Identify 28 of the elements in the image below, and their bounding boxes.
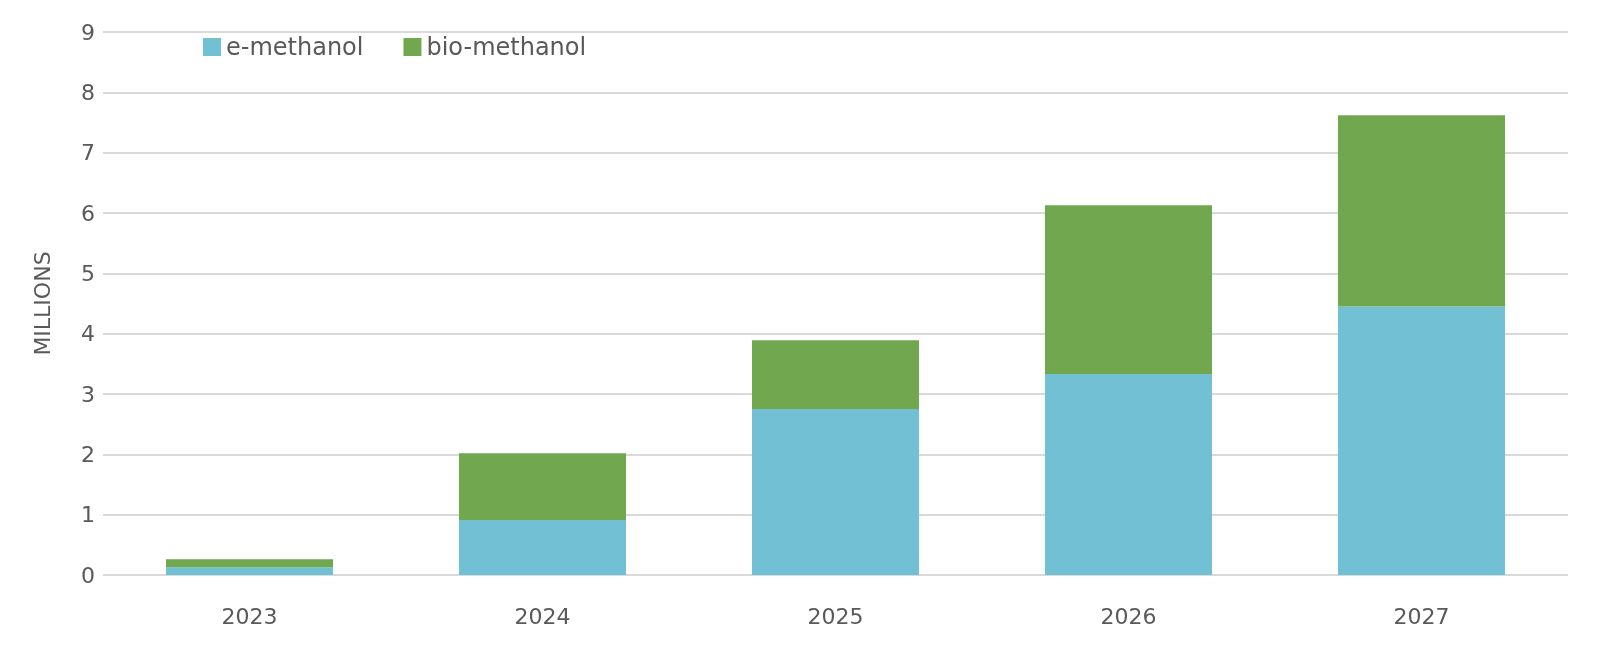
bar [459,520,627,575]
x-tick-label: 2024 [514,603,571,629]
bar [752,409,920,575]
bar [166,567,334,575]
y-tick-label: 5 [81,260,95,286]
y-tick-label: 0 [81,562,95,588]
y-tick-label: 4 [81,321,95,347]
x-tick-label: 2025 [807,603,864,629]
bar [1044,205,1212,375]
bar [1338,115,1506,307]
y-tick-label: 8 [81,79,95,105]
y-tick-label: 6 [81,200,95,226]
legend-label: e-methanol [226,33,364,61]
x-tick-label: 2026 [1100,603,1157,629]
bar [1338,306,1506,575]
y-tick-label: 9 [81,19,95,45]
legend-label: bio-methanol [426,33,587,61]
y-tick-label: 7 [81,140,95,166]
bar [1044,374,1212,575]
y-tick-label: 2 [81,441,95,467]
x-tick-label: 2023 [221,603,278,629]
y-tick-label: 1 [81,502,95,528]
y-tick-label: 3 [81,381,95,407]
bar [752,340,920,410]
y-axis-title: MILLIONS [29,251,55,356]
bar [459,453,627,521]
x-tick-label: 2027 [1393,603,1450,629]
bar [166,559,334,568]
